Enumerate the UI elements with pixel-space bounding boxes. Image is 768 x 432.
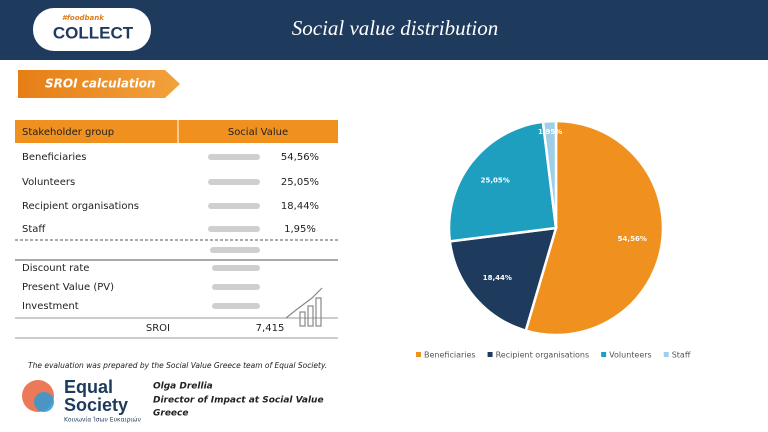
signatory-name: Olga Drellia bbox=[153, 382, 213, 392]
row-label: Staff bbox=[22, 224, 46, 235]
pie-slice bbox=[448, 226, 558, 333]
org-name: Equal bbox=[64, 377, 113, 397]
section-ribbon bbox=[18, 70, 180, 98]
slice-label: 25,05% bbox=[481, 177, 510, 185]
row-label: Recipient organisations bbox=[22, 201, 139, 212]
row-share: 1,95% bbox=[284, 224, 316, 235]
column-header: Stakeholder group bbox=[22, 127, 114, 138]
logo-text: COLLECT bbox=[53, 23, 134, 42]
blurred-value bbox=[212, 265, 260, 271]
row-share: 25,05% bbox=[281, 177, 319, 188]
slice-label: 54,56% bbox=[618, 235, 647, 243]
pie-slice bbox=[524, 119, 665, 337]
legend-swatch bbox=[487, 352, 493, 357]
slice-label: 1,95% bbox=[538, 128, 562, 136]
table-header bbox=[15, 120, 338, 143]
column-header: Social Value bbox=[228, 127, 288, 138]
legend-label: Recipient organisations bbox=[496, 351, 590, 360]
org-tagline: Κοινωνία Ίσων Ευκαιριών bbox=[64, 417, 141, 424]
row-share: 54,56% bbox=[281, 152, 319, 163]
row-label: Volunteers bbox=[22, 177, 75, 188]
slice-label: 18,44% bbox=[483, 274, 512, 282]
logo-box bbox=[33, 8, 151, 51]
sroi-value: 7,415 bbox=[256, 323, 285, 334]
signatory-role: Director of Impact at Social Value bbox=[153, 396, 324, 406]
footnote: The evaluation was prepared by the Socia… bbox=[28, 361, 327, 370]
blurred-value bbox=[208, 179, 260, 185]
summary-label: Investment bbox=[22, 301, 79, 312]
blurred-value bbox=[212, 303, 260, 309]
legend-label: Volunteers bbox=[609, 351, 652, 360]
growth-icon bbox=[285, 287, 323, 327]
legend-swatch bbox=[416, 352, 421, 357]
blurred-value bbox=[208, 154, 260, 160]
legend-swatch bbox=[663, 352, 669, 357]
org-emblem bbox=[34, 392, 54, 412]
signatory-location: Greece bbox=[153, 409, 188, 419]
blurred-value bbox=[210, 247, 260, 253]
blurred-value bbox=[208, 226, 260, 232]
sroi-label: SROI bbox=[146, 323, 170, 334]
summary-label: Discount rate bbox=[22, 263, 89, 274]
pie-slice bbox=[541, 119, 558, 229]
section-label: SROI calculation bbox=[45, 77, 156, 91]
blurred-value bbox=[208, 203, 260, 209]
slide-title: Social value distribution bbox=[292, 16, 498, 40]
row-share: 18,44% bbox=[281, 201, 319, 212]
summary-label: Present Value (PV) bbox=[22, 282, 114, 293]
legend-swatch bbox=[601, 352, 607, 357]
blurred-value bbox=[212, 284, 260, 290]
row-label: Beneficiaries bbox=[22, 152, 86, 163]
pie-slice bbox=[447, 120, 558, 243]
legend-label: Beneficiaries bbox=[424, 351, 476, 360]
org-name: Society bbox=[64, 395, 128, 415]
legend-label: Staff bbox=[672, 351, 691, 360]
logo-tag: #foodbank bbox=[62, 14, 105, 22]
